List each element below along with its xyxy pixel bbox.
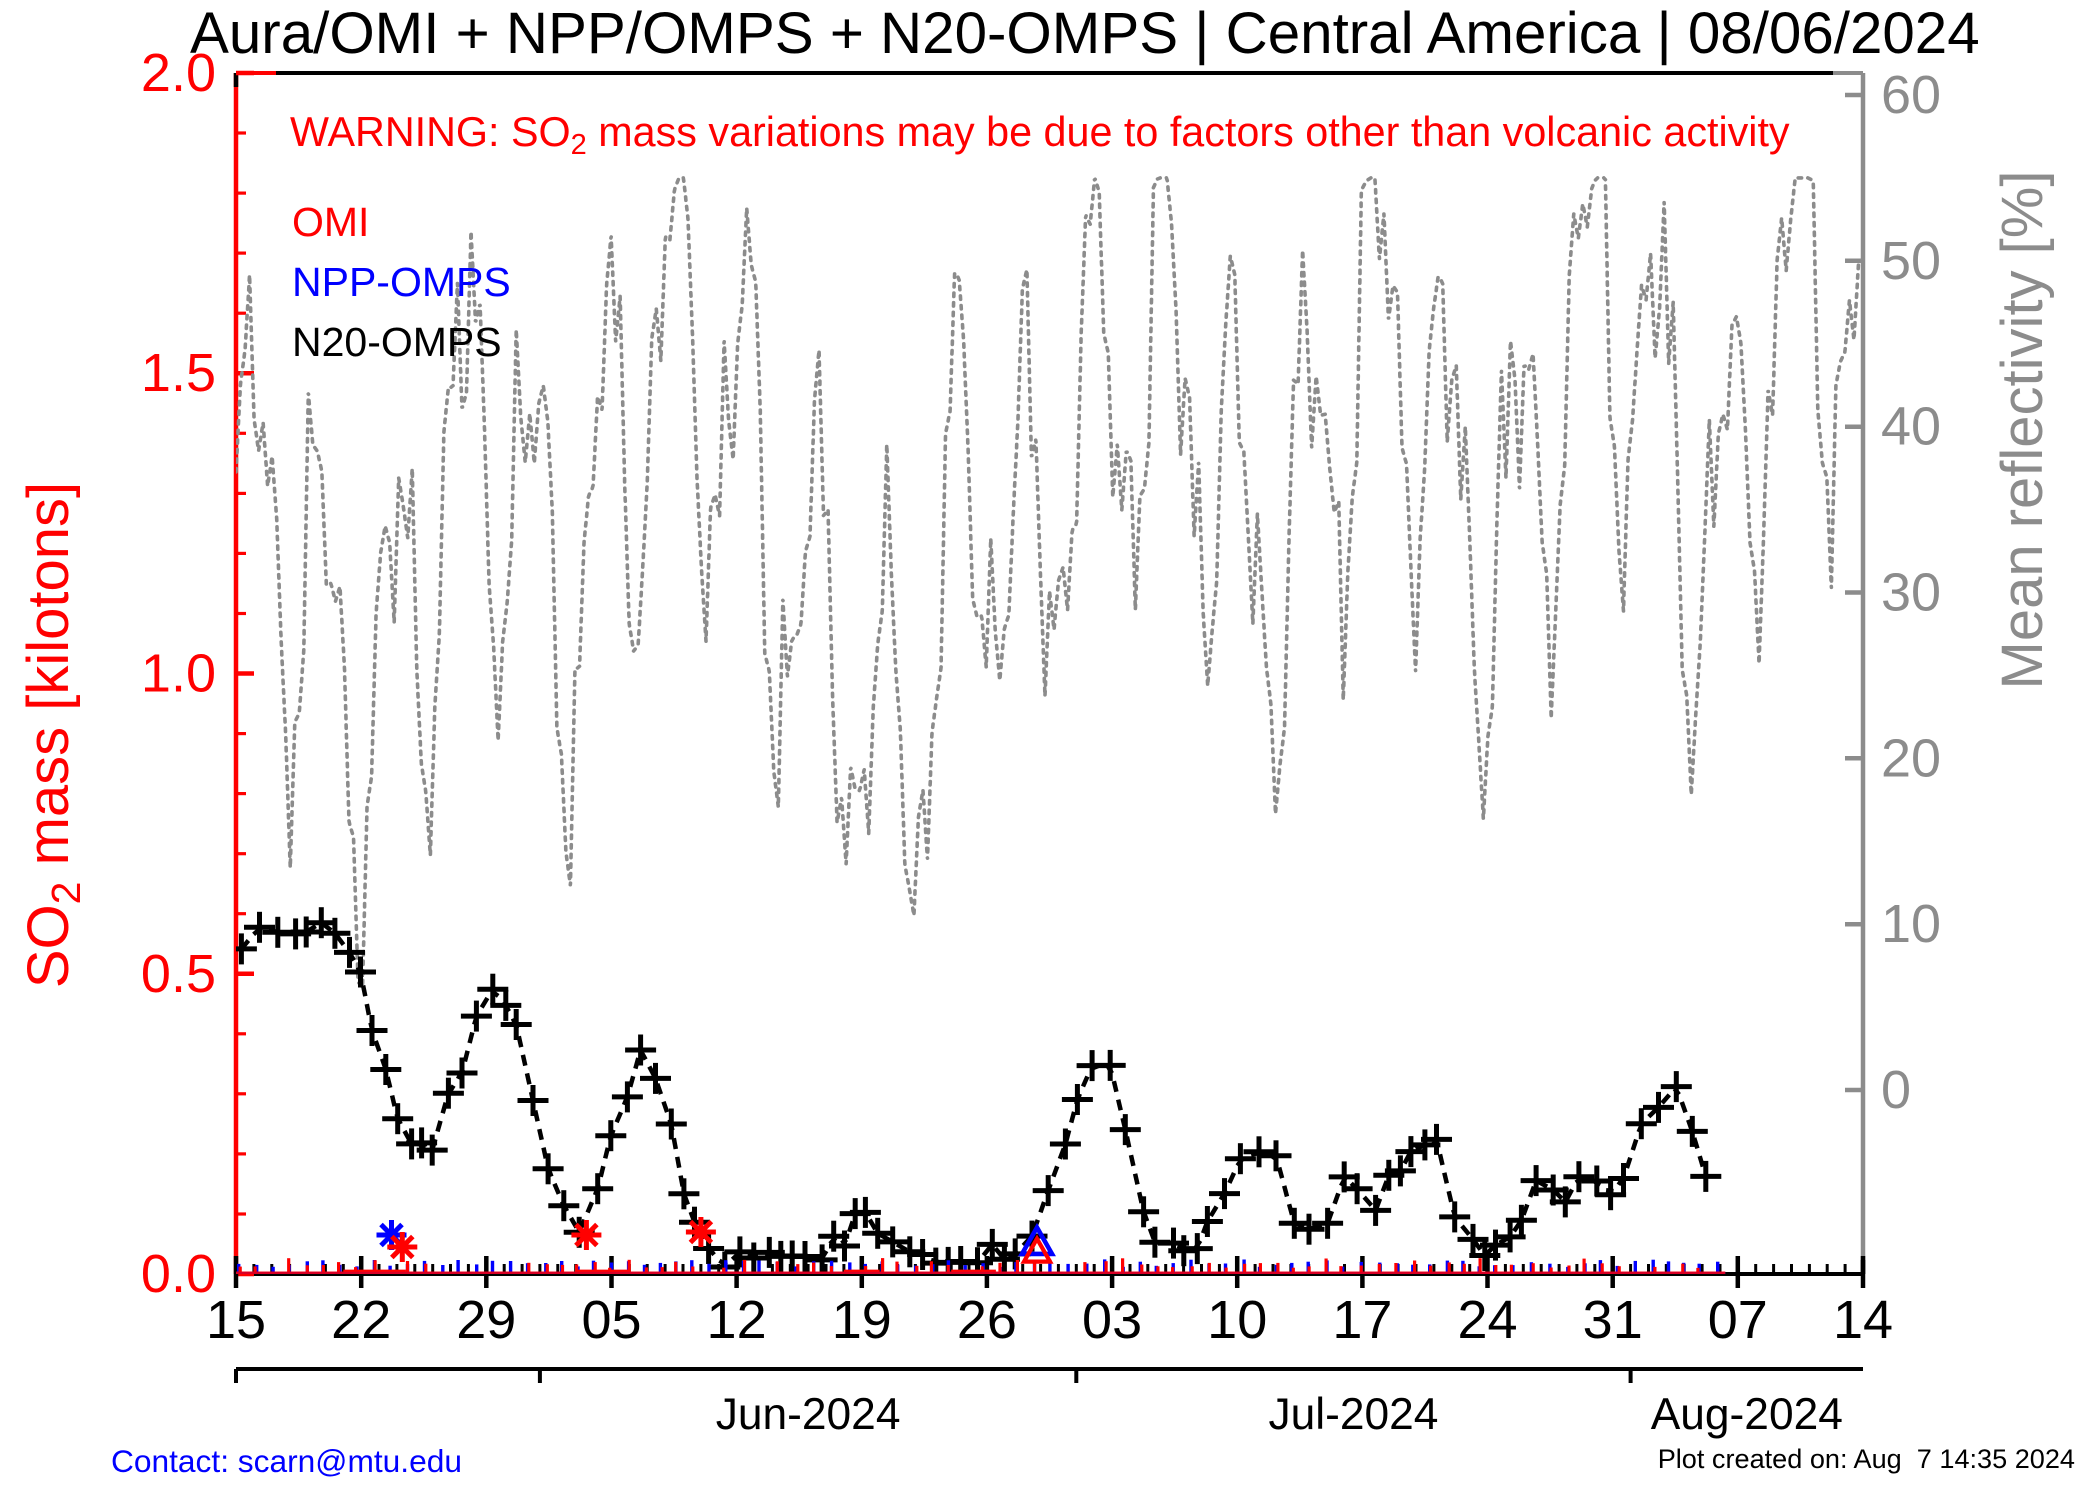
svg-text:Contact: scarn@mtu.edu: Contact: scarn@mtu.edu	[111, 1443, 462, 1479]
svg-text:Mean reflectivity [%]: Mean reflectivity [%]	[1990, 171, 2055, 690]
svg-text:1.5: 1.5	[141, 343, 216, 403]
svg-text:12: 12	[707, 1290, 767, 1350]
svg-text:29: 29	[456, 1290, 516, 1350]
svg-text:24: 24	[1457, 1290, 1517, 1350]
svg-text:22: 22	[331, 1290, 391, 1350]
svg-text:03: 03	[1082, 1290, 1142, 1350]
svg-text:1.0: 1.0	[141, 644, 216, 704]
svg-text:Aura/OMI + NPP/OMPS + N20-OMPS: Aura/OMI + NPP/OMPS + N20-OMPS | Central…	[190, 1, 1980, 66]
svg-text:19: 19	[832, 1290, 892, 1350]
svg-text:40: 40	[1881, 397, 1941, 457]
svg-text:31: 31	[1583, 1290, 1643, 1350]
svg-text:14: 14	[1833, 1290, 1893, 1350]
svg-text:Jul-2024: Jul-2024	[1268, 1390, 1438, 1439]
svg-text:0: 0	[1881, 1060, 1911, 1120]
svg-text:10: 10	[1881, 894, 1941, 954]
svg-text:50: 50	[1881, 231, 1941, 291]
svg-text:26: 26	[957, 1290, 1017, 1350]
svg-text:Aug-2024: Aug-2024	[1651, 1390, 1843, 1439]
svg-text:0.5: 0.5	[141, 944, 216, 1004]
svg-text:OMI: OMI	[292, 199, 369, 245]
svg-text:05: 05	[581, 1290, 641, 1350]
svg-text:30: 30	[1881, 563, 1941, 623]
svg-text:2.0: 2.0	[141, 43, 216, 103]
svg-text:17: 17	[1332, 1290, 1392, 1350]
svg-text:60: 60	[1881, 65, 1941, 125]
svg-text:SO2 mass [kilotons]: SO2 mass [kilotons]	[16, 482, 89, 988]
svg-text:0.0: 0.0	[141, 1244, 216, 1304]
svg-text:NPP-OMPS: NPP-OMPS	[292, 259, 511, 305]
svg-text:20: 20	[1881, 728, 1941, 788]
svg-text:15: 15	[206, 1290, 266, 1350]
svg-text:07: 07	[1708, 1290, 1768, 1350]
svg-text:Plot created on: Aug 7 14:35: Plot created on: Aug 7 14:35 2024	[1658, 1443, 2075, 1474]
svg-text:10: 10	[1207, 1290, 1267, 1350]
svg-text:Jun-2024: Jun-2024	[716, 1390, 901, 1439]
svg-text:WARNING: SO2 mass variations m: WARNING: SO2 mass variations may be due …	[290, 109, 1790, 161]
svg-text:N20-OMPS: N20-OMPS	[292, 319, 502, 365]
